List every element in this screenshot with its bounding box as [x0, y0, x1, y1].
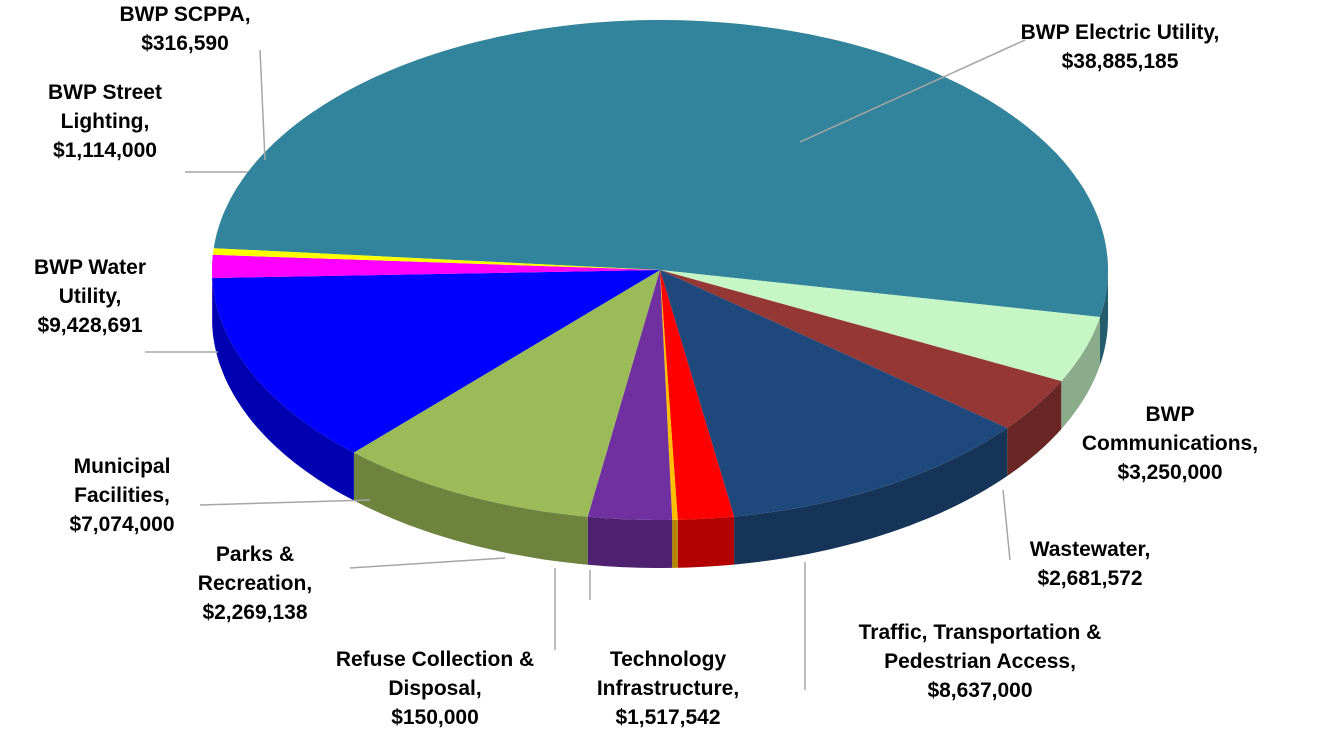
- label-separator: ,: [1070, 650, 1076, 673]
- pie-slice: [660, 270, 1100, 382]
- category-name: Traffic, Transportation & Pedestrian Acc…: [858, 621, 1102, 673]
- label-separator: ,: [733, 677, 740, 700]
- category-name: BWP Street Lighting: [48, 81, 162, 133]
- pie-side: [353, 452, 588, 565]
- pie-side: [677, 516, 735, 568]
- label-separator: ,: [143, 110, 150, 133]
- pie-side: [1100, 270, 1108, 365]
- value-label: $150,000: [391, 706, 479, 729]
- category-name: BWP SCPPA: [119, 3, 245, 26]
- top-faces: [212, 20, 1108, 520]
- pie-side: [1007, 381, 1062, 476]
- value-label: $1,517,542: [615, 706, 721, 729]
- value-label: $7,074,000: [69, 513, 175, 536]
- pie-slice: [213, 20, 1108, 317]
- pie-side: [672, 519, 678, 568]
- data-label: BWP SCPPA, $316,590: [95, 0, 275, 58]
- leader-line: [349, 557, 506, 569]
- value-label: $2,681,572: [1037, 567, 1143, 590]
- leader-line: [199, 499, 371, 506]
- leader-line: [799, 39, 1026, 143]
- side-walls: [212, 270, 1108, 568]
- value-label: $316,590: [141, 32, 229, 55]
- pie-slice: [353, 270, 660, 517]
- value-label: $9,428,691: [37, 314, 143, 337]
- category-name: Municipal Facilities: [73, 455, 171, 507]
- label-separator: ,: [306, 572, 313, 595]
- category-name: BWP Water Utility: [33, 256, 146, 308]
- category-name: BWP Communications: [1081, 403, 1253, 455]
- data-label: Wastewater, $2,681,572: [990, 535, 1190, 593]
- pie-side: [587, 516, 673, 568]
- label-separator: ,: [164, 484, 170, 507]
- pie-slice: [660, 270, 1008, 517]
- category-name: Wastewater: [1029, 538, 1145, 561]
- pie-slice: [212, 248, 661, 270]
- value-label: $1,114,000: [53, 139, 157, 162]
- data-label: BWP Electric Utility, $38,885,185: [1020, 18, 1220, 76]
- data-label: Parks & Recreation, $2,269,138: [170, 540, 340, 627]
- data-label: Refuse Collection & Disposal, $150,000: [305, 645, 565, 732]
- pie-slice: [660, 270, 1062, 428]
- data-label: Technology Infrastructure, $1,517,542: [583, 645, 753, 732]
- label-separator: ,: [115, 285, 122, 308]
- value-label: $3,250,000: [1117, 461, 1223, 484]
- label-separator: ,: [1144, 538, 1151, 561]
- leader-line: [1002, 489, 1011, 561]
- data-label: BWP Water Utility, $9,428,691: [5, 253, 175, 340]
- label-separator: ,: [475, 677, 482, 700]
- category-name: Technology Infrastructure: [596, 648, 734, 700]
- data-label: BWP Street Lighting, $1,114,000: [20, 78, 190, 165]
- data-label: BWP Communications, $3,250,000: [1070, 400, 1270, 487]
- value-label: $2,269,138: [202, 601, 308, 624]
- pie-side: [1061, 317, 1100, 430]
- pie-slice: [660, 270, 735, 520]
- pie-side: [212, 278, 354, 501]
- value-label: $38,885,185: [1061, 50, 1179, 73]
- pie-side: [734, 428, 1008, 565]
- category-name: BWP Electric Utility: [1020, 21, 1214, 44]
- label-separator: ,: [244, 3, 251, 26]
- label-separator: ,: [1252, 432, 1259, 455]
- category-name: Refuse Collection & Disposal: [335, 648, 535, 700]
- leader-line: [259, 49, 266, 161]
- data-label: Traffic, Transportation & Pedestrian Acc…: [815, 618, 1145, 705]
- data-label: Municipal Facilities, $7,074,000: [37, 452, 207, 539]
- label-separator: ,: [1213, 21, 1220, 44]
- pie-slice: [660, 270, 678, 520]
- pie-slice: [587, 270, 673, 520]
- value-label: $8,637,000: [927, 679, 1033, 702]
- pie-slice: [212, 270, 660, 453]
- pie-slice: [212, 254, 660, 278]
- category-name: Parks & Recreation: [197, 543, 307, 595]
